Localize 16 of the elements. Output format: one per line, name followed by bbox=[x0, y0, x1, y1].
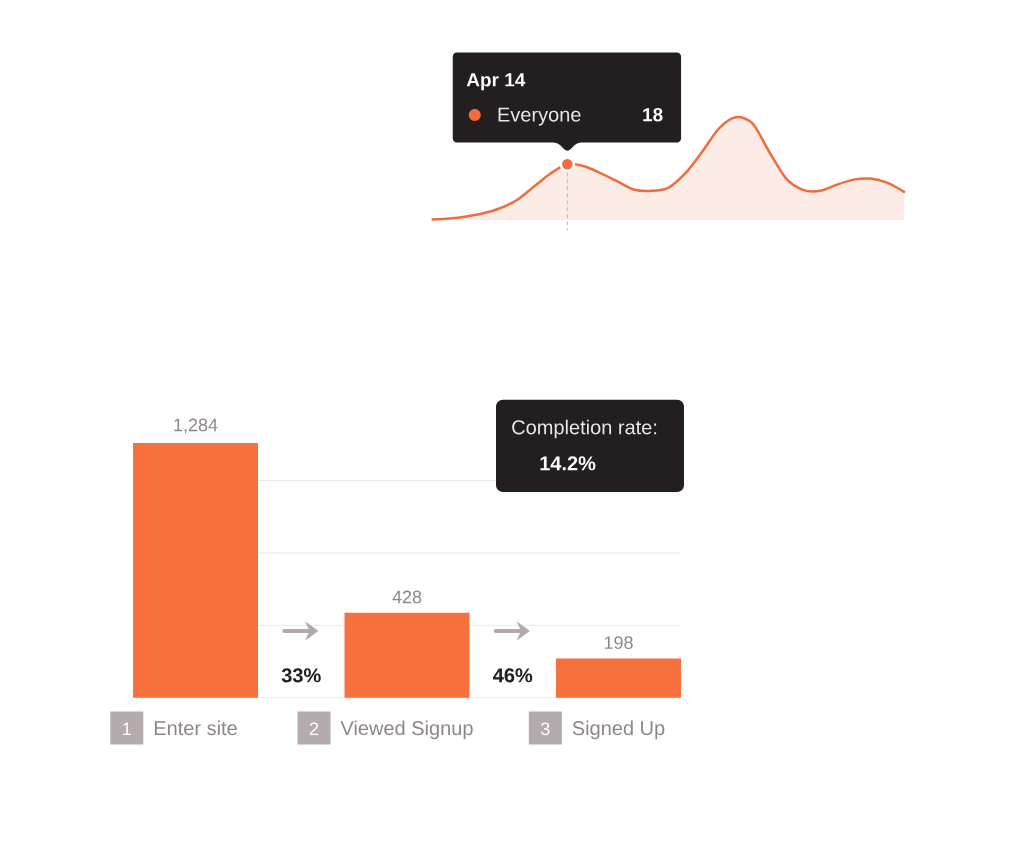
annotation: 46% bbox=[493, 668, 533, 683]
data-label: 198 bbox=[604, 636, 633, 649]
annotation: 33% bbox=[281, 668, 321, 683]
text: 2 bbox=[309, 722, 319, 735]
annotation: 18 bbox=[643, 108, 663, 122]
annotation: 14.2% bbox=[540, 456, 596, 471]
data-label: 428 bbox=[392, 590, 422, 604]
text: Apr 14 bbox=[466, 73, 526, 91]
text: 1 bbox=[123, 722, 131, 735]
x-tick-label: Enter site bbox=[154, 720, 237, 736]
data-label: 1,284 bbox=[174, 418, 218, 434]
x-tick-label: Viewed Signup bbox=[340, 720, 473, 740]
x-tick-label: Signed Up bbox=[572, 720, 665, 740]
legend-label: Everyone bbox=[498, 107, 581, 126]
text: Completion rate: bbox=[512, 419, 657, 439]
text: 3 bbox=[540, 722, 550, 736]
